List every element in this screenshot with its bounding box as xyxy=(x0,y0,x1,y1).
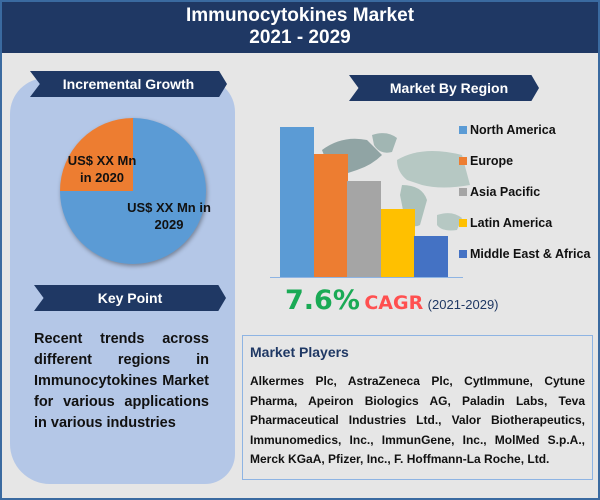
legend-item: Latin America xyxy=(459,207,590,238)
incremental-growth-pie-chart xyxy=(60,118,206,264)
legend-swatch-icon xyxy=(459,156,467,165)
bar-latin-america xyxy=(380,209,415,277)
legend-label: Middle East & Africa xyxy=(470,246,591,261)
bar-asia-pacific xyxy=(347,181,382,277)
bar-north-america xyxy=(280,127,314,277)
page-title: Immunocytokines Market xyxy=(185,5,415,26)
legend-label: Europe xyxy=(470,153,514,168)
pie-label-2020: US$ XX Mn in 2020 xyxy=(67,153,137,185)
legend-label: Asia Pacific xyxy=(470,184,541,199)
market-players-title: Market Players xyxy=(250,344,349,360)
cagr-value: 7.6% xyxy=(285,285,360,316)
market-players-box: Market Players Alkermes Plc, AstraZeneca… xyxy=(242,335,593,480)
legend-swatch-icon xyxy=(459,125,467,134)
chart-baseline xyxy=(270,277,463,278)
legend-swatch-icon xyxy=(459,218,467,227)
market-by-region-label: Market By Region xyxy=(389,80,509,96)
cagr-label: CAGR xyxy=(364,292,424,314)
legend-item: Middle East & Africa xyxy=(459,238,590,269)
bar-middle-east-africa xyxy=(414,236,449,277)
incremental-growth-ribbon: Incremental Growth xyxy=(30,71,227,97)
market-players-list: Alkermes Plc, AstraZeneca Plc, CytImmune… xyxy=(250,374,585,466)
market-by-region-ribbon: Market By Region xyxy=(349,75,539,101)
legend-swatch-icon xyxy=(459,249,467,258)
bar-europe xyxy=(313,154,348,277)
cagr-period: (2021-2029) xyxy=(427,297,499,312)
market-by-region-bar-chart xyxy=(270,112,463,278)
pie-label-2029: US$ XX Mn in 2029 xyxy=(127,200,211,232)
key-point-ribbon: Key Point xyxy=(34,285,226,311)
incremental-growth-label: Incremental Growth xyxy=(62,76,195,92)
header: Immunocytokines Market 2021 - 2029 xyxy=(2,2,598,53)
page-subtitle-period: 2021 - 2029 xyxy=(249,27,351,48)
legend-item: Asia Pacific xyxy=(459,176,590,207)
legend-item: Europe xyxy=(459,145,590,176)
legend-label: Latin America xyxy=(470,215,553,230)
region-legend: North America Europe Asia Pacific Latin Ame… xyxy=(459,114,590,269)
legend-label: North America xyxy=(470,122,556,137)
key-point-label: Key Point xyxy=(97,290,163,306)
cagr-callout: 7.6% CAGR (2021-2029) xyxy=(285,285,499,316)
legend-swatch-icon xyxy=(459,187,467,196)
key-point-text: Recent trends across different regions i… xyxy=(34,331,209,431)
legend-item: North America xyxy=(459,114,590,145)
